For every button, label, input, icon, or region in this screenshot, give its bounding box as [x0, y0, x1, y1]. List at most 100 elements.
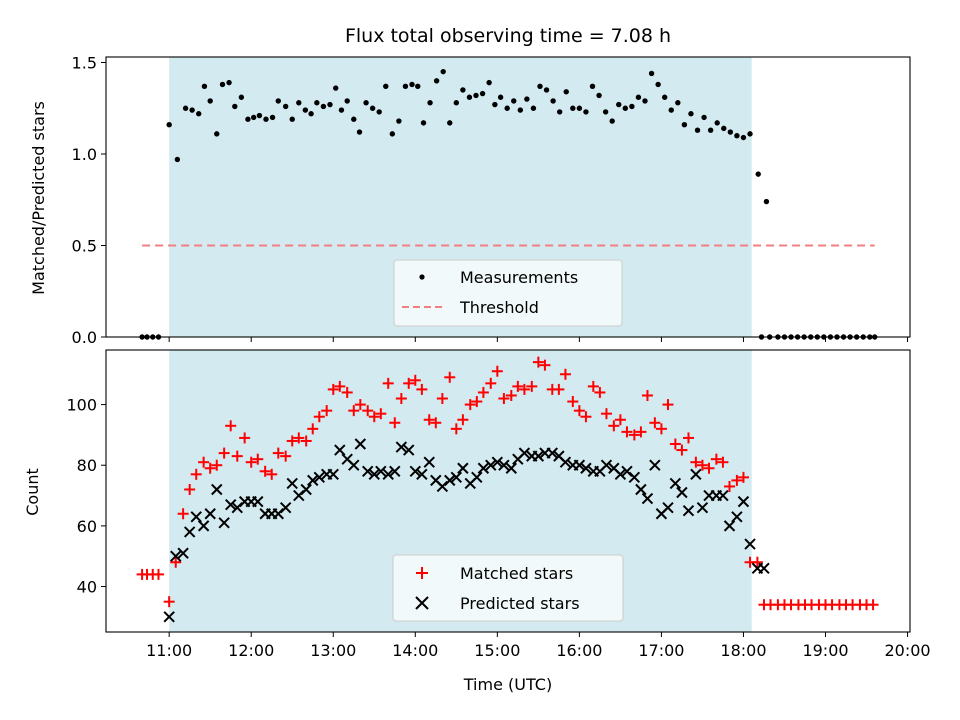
data-point [211, 483, 223, 496]
data-point [635, 426, 647, 438]
data-point [403, 444, 415, 456]
data-point [280, 450, 292, 462]
data-point [485, 459, 497, 471]
data-point [682, 505, 695, 517]
data-point [710, 453, 722, 465]
data-point [275, 98, 281, 104]
data-point [327, 468, 339, 481]
data-point [174, 156, 181, 163]
x-tick-label: 14:00 [392, 641, 438, 660]
y-tick-label: 60 [77, 517, 97, 536]
data-point [232, 103, 238, 110]
data-point [368, 411, 380, 423]
data-point [602, 109, 609, 115]
data-point [207, 98, 213, 104]
data-point [321, 405, 333, 417]
data-point [737, 471, 749, 483]
data-point [661, 94, 668, 100]
top-axes-frame [105, 56, 911, 338]
data-point [189, 107, 195, 113]
data-point [641, 492, 654, 505]
data-point [341, 386, 353, 398]
x-tick-label: 15:00 [474, 641, 520, 660]
data-point [662, 399, 674, 411]
data-point [628, 429, 640, 441]
data-point [430, 417, 442, 429]
data-point [376, 109, 382, 115]
data-point [163, 611, 175, 623]
data-point [740, 134, 747, 141]
data-point [724, 480, 736, 492]
data-point [648, 70, 655, 77]
data-point [256, 112, 263, 119]
data-point [369, 105, 376, 111]
data-point [690, 456, 702, 468]
data-point [204, 462, 216, 474]
data-point [177, 547, 189, 559]
data-point [351, 116, 357, 122]
data-point [477, 386, 489, 398]
x-tick-label: 20:00 [884, 641, 930, 660]
data-point [293, 432, 305, 444]
data-point [518, 383, 530, 395]
data-point [198, 456, 210, 468]
data-point [363, 100, 369, 106]
data-point [682, 432, 694, 444]
data-point [688, 111, 694, 117]
data-point [477, 462, 490, 474]
data-point [635, 483, 647, 496]
data-point [669, 477, 682, 490]
data-point [356, 129, 363, 135]
x-tick-label: 16:00 [556, 641, 602, 660]
data-point [486, 79, 492, 86]
data-point [423, 456, 435, 468]
legend-predicted-label: Predicted stars [460, 594, 580, 613]
y-tick-label: 80 [77, 456, 97, 475]
data-point [600, 459, 613, 471]
data-point [197, 520, 210, 532]
data-point [214, 131, 220, 137]
data-point [302, 107, 309, 113]
data-point [537, 83, 543, 89]
data-point [153, 568, 165, 580]
data-point [269, 114, 276, 121]
data-point [669, 438, 681, 450]
data-point [649, 459, 661, 471]
data-point [621, 426, 633, 438]
data-point [447, 120, 453, 126]
data-point [296, 100, 302, 106]
data-point [723, 520, 736, 532]
data-point [308, 111, 314, 117]
data-point [344, 98, 350, 104]
data-point [491, 365, 503, 377]
data-point [676, 444, 688, 456]
data-point [491, 456, 504, 468]
data-point [747, 131, 753, 137]
y-tick-label: 1.0 [72, 145, 97, 164]
data-point [721, 125, 727, 132]
data-point [543, 87, 550, 93]
data-point [420, 120, 427, 126]
data-point [498, 393, 510, 405]
data-point [616, 101, 622, 108]
data-point [675, 100, 681, 106]
data-point [184, 483, 196, 495]
data-point [403, 377, 415, 389]
data-point [177, 508, 189, 520]
data-point [427, 100, 433, 106]
data-point [211, 459, 223, 471]
data-point [450, 423, 462, 435]
data-point [559, 368, 571, 380]
data-point [457, 414, 469, 426]
data-point [532, 450, 545, 462]
data-point [492, 101, 498, 108]
data-point [518, 447, 531, 459]
x-tick-label: 17:00 [638, 641, 684, 660]
data-point [457, 462, 469, 474]
data-point [327, 383, 339, 395]
data-point [758, 562, 770, 575]
data-point [307, 474, 319, 487]
legend-measurements-marker [419, 274, 425, 280]
data-point [440, 68, 446, 75]
